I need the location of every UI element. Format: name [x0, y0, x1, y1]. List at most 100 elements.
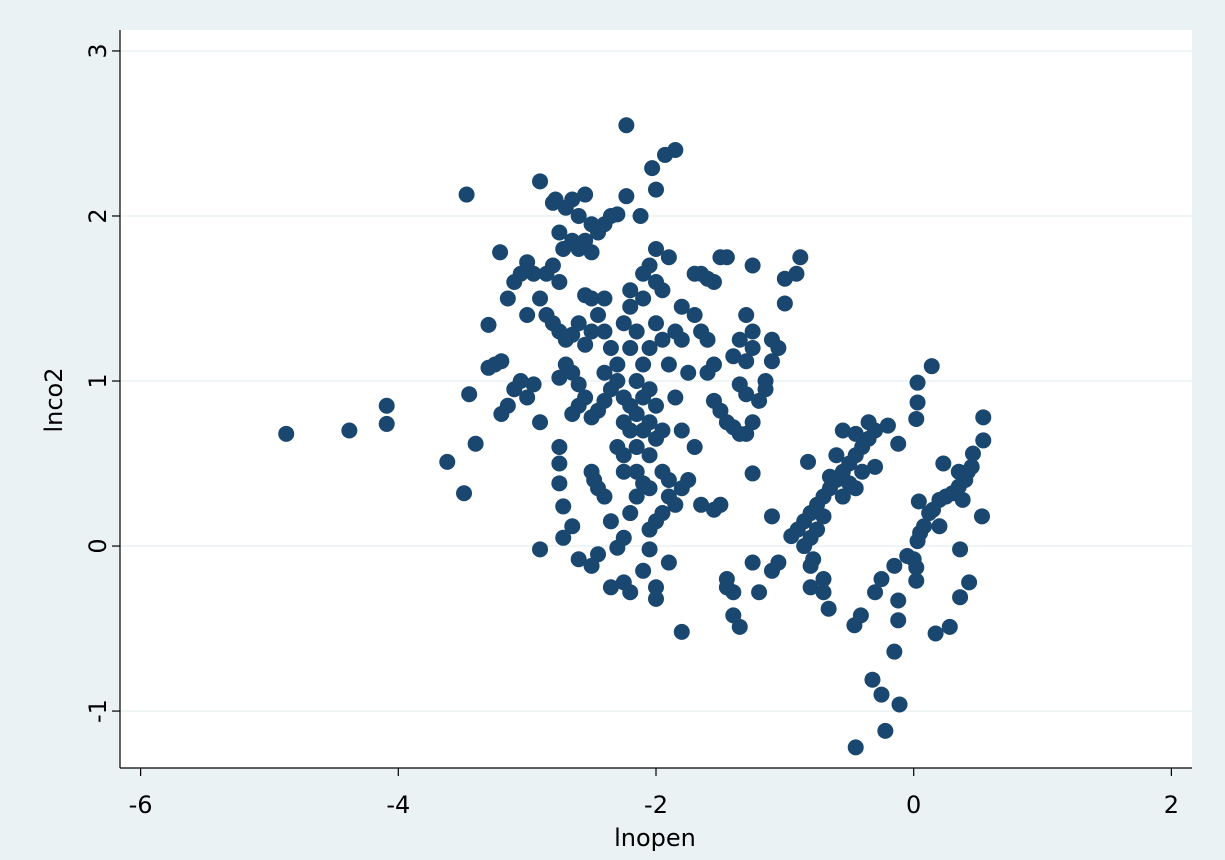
point: [877, 722, 894, 739]
point: [910, 493, 927, 510]
point: [628, 488, 645, 505]
point: [935, 455, 952, 472]
point: [506, 381, 523, 398]
x-tick-label: -2: [644, 791, 668, 819]
point: [864, 671, 881, 688]
point: [622, 505, 639, 522]
point: [834, 488, 851, 505]
point: [492, 244, 509, 261]
point: [648, 590, 664, 607]
point: [770, 554, 787, 571]
point: [699, 364, 716, 381]
point: [800, 453, 817, 470]
point: [622, 282, 639, 299]
point: [596, 290, 613, 307]
point: [815, 584, 832, 601]
point: [570, 207, 587, 224]
x-tick-label: 0: [906, 791, 921, 819]
point: [590, 307, 607, 324]
point: [673, 623, 690, 640]
point: [673, 331, 690, 348]
point: [908, 572, 925, 589]
point: [555, 498, 572, 515]
point: [615, 447, 632, 464]
point: [854, 463, 871, 480]
point: [564, 326, 581, 343]
point: [886, 557, 903, 574]
point: [622, 298, 639, 315]
y-axis-title: lnco2: [40, 367, 68, 432]
point: [618, 117, 635, 134]
point: [744, 323, 761, 340]
point: [796, 538, 813, 555]
point: [975, 432, 992, 449]
point: [744, 554, 761, 571]
point: [525, 265, 542, 282]
point: [648, 315, 664, 332]
point: [660, 472, 677, 489]
point: [596, 323, 613, 340]
point: [821, 468, 838, 485]
point: [622, 422, 639, 439]
x-axis-title: lnopen: [614, 824, 696, 852]
point: [641, 480, 658, 497]
y-tick-label: -1: [84, 699, 112, 723]
point: [879, 417, 896, 434]
y-tick-label: 3: [84, 43, 112, 58]
point: [628, 406, 645, 423]
point: [686, 307, 703, 324]
point: [555, 529, 572, 546]
point: [847, 739, 864, 756]
point: [931, 518, 948, 535]
point: [635, 290, 652, 307]
point: [641, 340, 658, 357]
point: [632, 207, 649, 224]
point: [278, 425, 295, 442]
point: [609, 356, 626, 373]
point: [867, 584, 884, 601]
point: [961, 574, 978, 591]
point: [378, 415, 395, 432]
point: [480, 359, 497, 376]
point: [551, 439, 568, 456]
point: [744, 465, 761, 482]
point: [973, 508, 990, 525]
point: [493, 353, 510, 370]
point: [602, 579, 619, 596]
point: [551, 224, 568, 241]
point: [770, 340, 787, 357]
point: [609, 206, 626, 223]
point: [499, 290, 516, 307]
point: [873, 571, 890, 588]
point: [641, 257, 658, 274]
point: [820, 600, 837, 617]
y-tick-label: 2: [84, 208, 112, 223]
point: [628, 439, 645, 456]
point: [744, 257, 761, 274]
point: [952, 589, 969, 606]
point: [660, 356, 677, 373]
point: [673, 298, 690, 315]
point: [847, 425, 864, 442]
point: [602, 340, 619, 357]
point: [622, 340, 639, 357]
point: [815, 571, 832, 588]
point: [852, 607, 869, 624]
point: [458, 186, 475, 203]
point: [964, 445, 981, 462]
point: [757, 373, 774, 390]
point: [456, 485, 473, 502]
point: [635, 562, 652, 579]
point: [847, 480, 864, 497]
point: [583, 290, 600, 307]
point: [641, 381, 658, 398]
point: [519, 389, 536, 406]
point: [738, 307, 755, 324]
point: [532, 173, 549, 190]
point: [532, 541, 549, 558]
point: [648, 240, 664, 257]
point: [802, 579, 819, 596]
point: [641, 447, 658, 464]
